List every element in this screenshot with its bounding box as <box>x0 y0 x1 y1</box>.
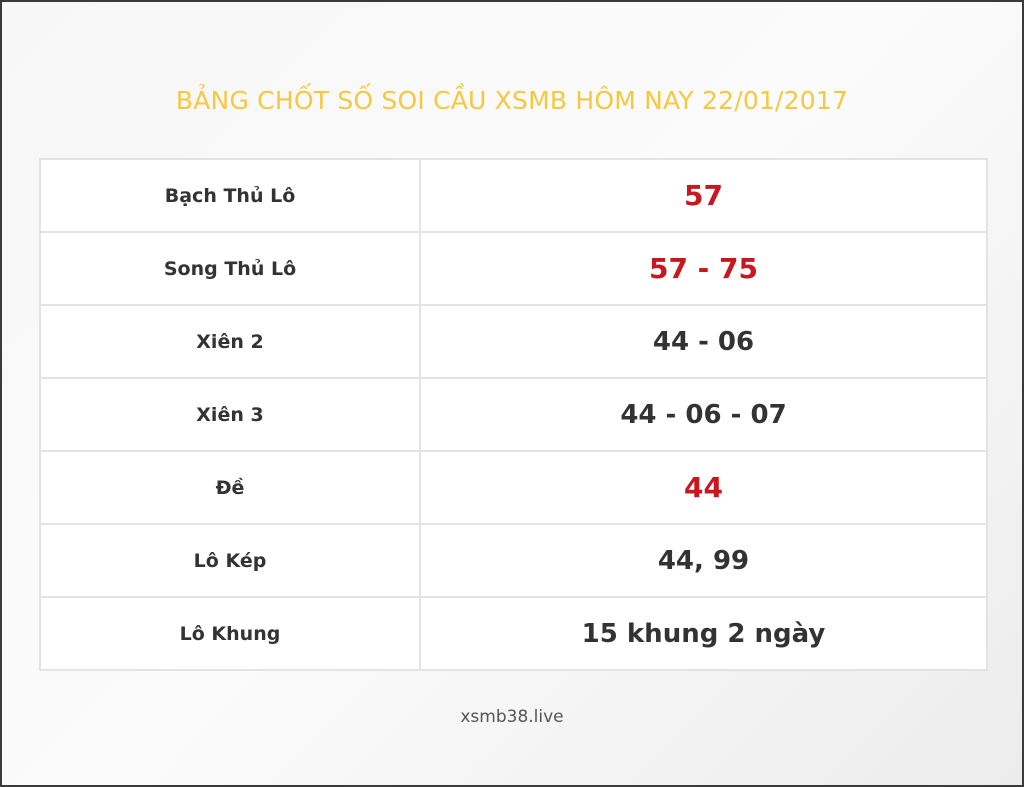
row-label: Song Thủ Lô <box>39 231 421 306</box>
row-value: 44, 99 <box>419 523 988 598</box>
prediction-table: Bạch Thủ Lô 57 Song Thủ Lô 57 - 75 Xiên 2 44 … <box>39 158 988 671</box>
table-row: Song Thủ Lô 57 - 75 <box>39 231 988 306</box>
table-row: Lô Kép 44, 99 <box>39 523 988 598</box>
row-label: Lô Khung <box>39 596 421 671</box>
page-title: BẢNG CHỐT SỐ SOI CẦU XSMB HÔM NAY 22/01/… <box>175 86 849 115</box>
table-row: Bạch Thủ Lô 57 <box>39 158 988 233</box>
table-row: Xiên 3 44 - 06 - 07 <box>39 377 988 452</box>
row-label: Bạch Thủ Lô <box>39 158 421 233</box>
row-label: Xiên 2 <box>39 304 421 379</box>
row-value: 57 - 75 <box>419 231 988 306</box>
row-value: 44 <box>419 450 988 525</box>
table-row: Xiên 2 44 - 06 <box>39 304 988 379</box>
row-value: 15 khung 2 ngày <box>419 596 988 671</box>
row-label: Đề <box>39 450 421 525</box>
row-label: Xiên 3 <box>39 377 421 452</box>
row-value: 57 <box>419 158 988 233</box>
site-watermark: xsmb38.live <box>460 707 564 727</box>
row-value: 44 - 06 <box>419 304 988 379</box>
table-row: Đề 44 <box>39 450 988 525</box>
table-row: Lô Khung 15 khung 2 ngày <box>39 596 988 671</box>
row-value: 44 - 06 - 07 <box>419 377 988 452</box>
row-label: Lô Kép <box>39 523 421 598</box>
